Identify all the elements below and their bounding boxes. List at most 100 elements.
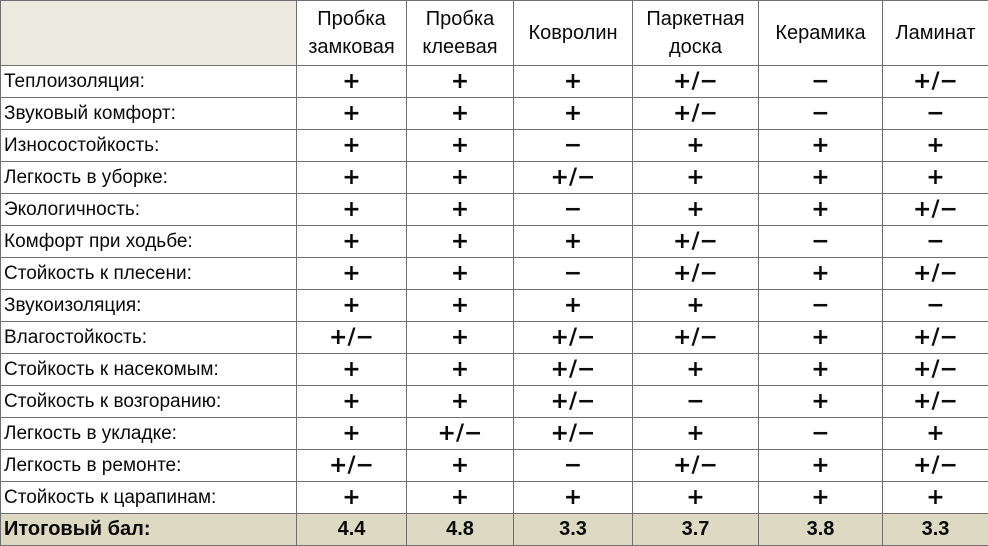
row-label: Экологичность: xyxy=(1,194,297,226)
rating-cell: − xyxy=(514,130,633,162)
rating-cell: + xyxy=(883,130,988,162)
rating-cell: + xyxy=(514,290,633,322)
rating-cell: + xyxy=(407,194,514,226)
rating-cell: + xyxy=(297,194,407,226)
row-label: Теплоизоляция: xyxy=(1,66,297,98)
rating-cell: +/− xyxy=(883,386,988,418)
rating-cell: + xyxy=(407,258,514,290)
rating-cell: + xyxy=(759,162,883,194)
rating-cell: + xyxy=(407,130,514,162)
table-row: Легкость в укладке:++/−+/−+−+ xyxy=(1,418,988,450)
table-row: Легкость в уборке:+++/−+++ xyxy=(1,162,988,194)
column-header-carpet: Ковролин xyxy=(514,1,633,66)
rating-cell: − xyxy=(883,226,988,258)
rating-cell: + xyxy=(407,66,514,98)
rating-cell: − xyxy=(633,386,759,418)
rating-cell: + xyxy=(297,354,407,386)
rating-cell: +/− xyxy=(883,66,988,98)
rating-cell: + xyxy=(759,130,883,162)
row-label: Влагостойкость: xyxy=(1,322,297,354)
rating-cell: + xyxy=(883,162,988,194)
rating-cell: + xyxy=(407,98,514,130)
total-value: 3.7 xyxy=(633,514,759,546)
table-row: Износостойкость:++−+++ xyxy=(1,130,988,162)
rating-cell: − xyxy=(514,194,633,226)
row-label: Износостойкость: xyxy=(1,130,297,162)
corner-cell xyxy=(1,1,297,66)
rating-cell: + xyxy=(297,162,407,194)
rating-cell: +/− xyxy=(633,66,759,98)
rating-cell: +/− xyxy=(514,418,633,450)
rating-cell: + xyxy=(514,482,633,514)
total-label: Итоговый бал: xyxy=(1,514,297,546)
rating-cell: + xyxy=(407,162,514,194)
total-value: 3.3 xyxy=(883,514,988,546)
total-value: 3.8 xyxy=(759,514,883,546)
total-row: Итоговый бал: 4.4 4.8 3.3 3.7 3.8 3.3 xyxy=(1,514,988,546)
rating-cell: + xyxy=(407,322,514,354)
rating-cell: +/− xyxy=(883,322,988,354)
rating-cell: − xyxy=(514,450,633,482)
row-label: Стойкость к возгоранию: xyxy=(1,386,297,418)
row-label: Стойкость к насекомым: xyxy=(1,354,297,386)
rating-cell: − xyxy=(883,290,988,322)
rating-cell: + xyxy=(759,482,883,514)
rating-cell: + xyxy=(633,482,759,514)
rating-cell: + xyxy=(759,386,883,418)
rating-cell: + xyxy=(407,386,514,418)
rating-cell: +/− xyxy=(633,322,759,354)
table-row: Экологичность:++−+++/− xyxy=(1,194,988,226)
table-row: Стойкость к насекомым:+++/−+++/− xyxy=(1,354,988,386)
rating-cell: +/− xyxy=(297,322,407,354)
rating-cell: + xyxy=(759,258,883,290)
rating-cell: +/− xyxy=(514,354,633,386)
table-row: Влагостойкость:+/−++/−+/−++/− xyxy=(1,322,988,354)
rating-cell: +/− xyxy=(633,226,759,258)
rating-cell: + xyxy=(633,354,759,386)
rating-cell: + xyxy=(297,290,407,322)
rating-cell: + xyxy=(759,450,883,482)
row-label: Комфорт при ходьбе: xyxy=(1,226,297,258)
column-header-laminate: Ламинат xyxy=(883,1,988,66)
table-row: Стойкость к возгоранию:+++/−−++/− xyxy=(1,386,988,418)
rating-cell: − xyxy=(514,258,633,290)
row-label: Легкость в уборке: xyxy=(1,162,297,194)
rating-cell: + xyxy=(883,482,988,514)
rating-cell: + xyxy=(297,66,407,98)
total-value: 4.8 xyxy=(407,514,514,546)
rating-cell: +/− xyxy=(633,258,759,290)
row-label: Легкость в ремонте: xyxy=(1,450,297,482)
rating-cell: + xyxy=(297,258,407,290)
rating-cell: + xyxy=(407,450,514,482)
rating-cell: + xyxy=(297,386,407,418)
rating-cell: +/− xyxy=(514,386,633,418)
rating-cell: + xyxy=(407,354,514,386)
rating-cell: + xyxy=(514,98,633,130)
rating-cell: + xyxy=(759,322,883,354)
rating-cell: + xyxy=(514,226,633,258)
rating-cell: + xyxy=(759,354,883,386)
rating-cell: + xyxy=(514,66,633,98)
rating-cell: +/− xyxy=(883,354,988,386)
rating-cell: + xyxy=(633,162,759,194)
rating-cell: + xyxy=(883,418,988,450)
table-row: Звуковый комфорт:++++/−−− xyxy=(1,98,988,130)
rating-cell: +/− xyxy=(514,162,633,194)
table-row: Звукоизоляция:++++−− xyxy=(1,290,988,322)
row-label: Стойкость к плесени: xyxy=(1,258,297,290)
total-value: 4.4 xyxy=(297,514,407,546)
rating-cell: +/− xyxy=(514,322,633,354)
rating-cell: − xyxy=(883,98,988,130)
rating-cell: +/− xyxy=(633,98,759,130)
rating-cell: + xyxy=(297,226,407,258)
rating-cell: − xyxy=(759,290,883,322)
rating-cell: + xyxy=(297,98,407,130)
rating-cell: − xyxy=(759,418,883,450)
rating-cell: +/− xyxy=(633,450,759,482)
row-label: Звукоизоляция: xyxy=(1,290,297,322)
